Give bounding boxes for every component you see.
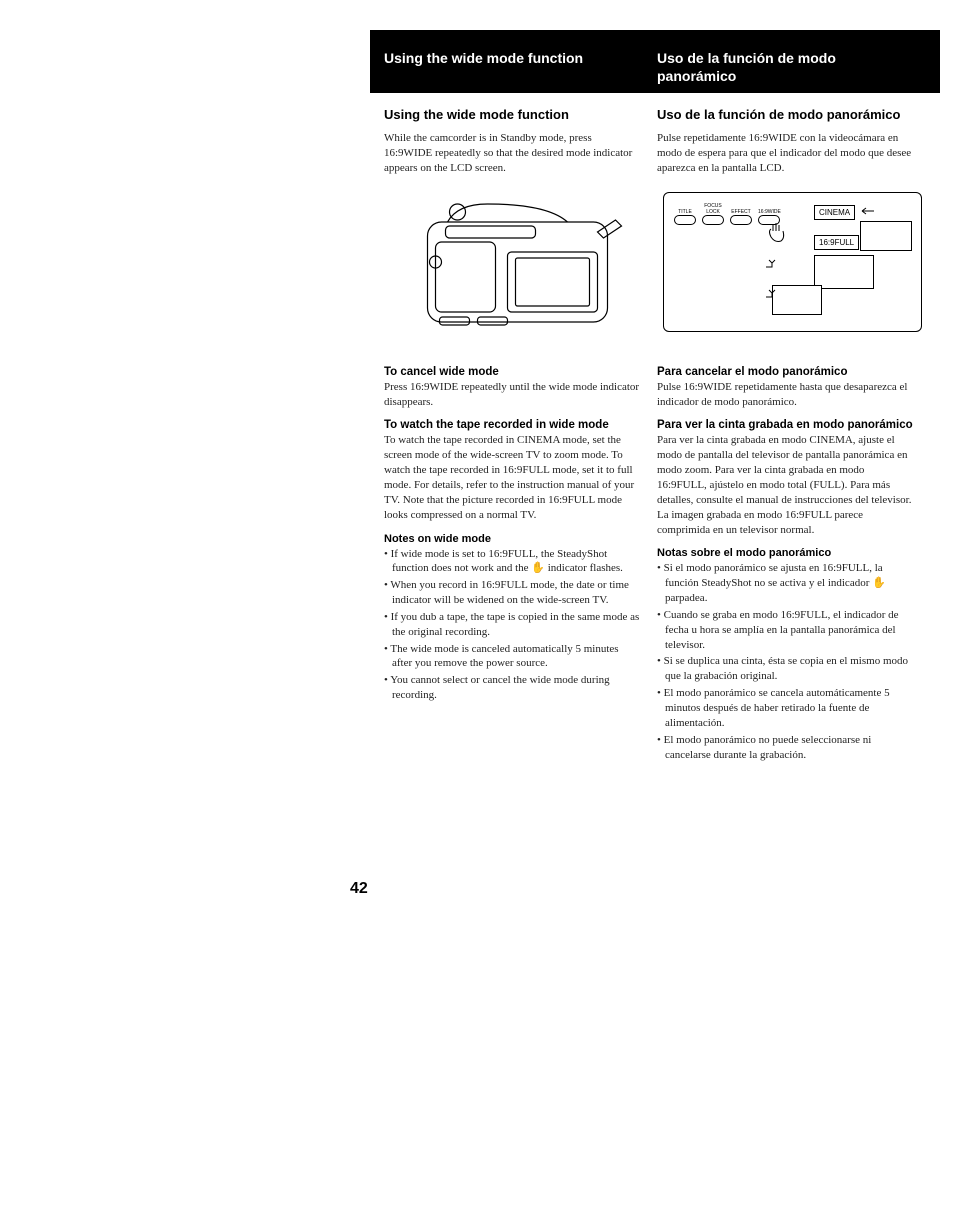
notes-title-en: Notes on wide mode — [384, 533, 641, 545]
cancel-title-en: To cancel wide mode — [384, 366, 641, 378]
cinema-rect — [860, 221, 912, 251]
header-left-col: Using the wide mode function — [384, 50, 657, 85]
manual-page: Using the wide mode function Uso de la f… — [370, 30, 940, 764]
section-title-es: Uso de la función de modo panorámico — [657, 107, 914, 123]
btn-label-wide: 16:9WIDE — [758, 209, 780, 215]
btn-col: EFFECT — [730, 209, 752, 225]
btn-label-title: TITLE — [674, 209, 696, 215]
hand-icon — [766, 221, 786, 245]
page-number: 42 — [350, 880, 368, 898]
note-item: El modo panorámico se cancela automática… — [657, 686, 914, 731]
figure-row: TITLE FOCUS LOCK EFFECT 16:9WIDE — [370, 186, 940, 352]
btn-label-effect: EFFECT — [730, 209, 752, 215]
btn-label-focus: FOCUS LOCK — [702, 203, 724, 215]
watch-title-es: Para ver la cinta grabada en modo panorá… — [657, 419, 914, 431]
oval-button — [730, 215, 752, 225]
body-row: To cancel wide mode Press 16:9WIDE repea… — [370, 352, 940, 765]
button-row: TITLE FOCUS LOCK EFFECT 16:9WIDE — [674, 203, 780, 225]
header-bar: Using the wide mode function Uso de la f… — [370, 30, 940, 93]
right-col-intro: Uso de la función de modo panorámico Pul… — [657, 107, 930, 186]
intro-en: While the camcorder is in Standby mode, … — [384, 131, 641, 176]
cancel-title-es: Para cancelar el modo panorámico — [657, 366, 914, 378]
watch-title-en: To watch the tape recorded in wide mode — [384, 419, 641, 431]
intro-es: Pulse repetidamente 16:9WIDE con la vide… — [657, 131, 914, 176]
cancel-body-en: Press 16:9WIDE repeatedly until the wide… — [384, 380, 641, 410]
left-col-body: To cancel wide mode Press 16:9WIDE repea… — [384, 366, 657, 765]
note-item: If wide mode is set to 16:9FULL, the Ste… — [384, 547, 641, 577]
cinema-label: CINEMA — [814, 205, 855, 220]
diagram-frame: TITLE FOCUS LOCK EFFECT 16:9WIDE — [663, 192, 922, 332]
btn-col: FOCUS LOCK — [702, 203, 724, 225]
notes-list-es: Si el modo panorámico se ajusta en 16:9F… — [657, 561, 914, 762]
cancel-body-es: Pulse 16:9WIDE repetidamente hasta que d… — [657, 380, 914, 410]
camcorder-illustration — [384, 192, 651, 342]
note-item: Cuando se graba en modo 16:9FULL, el ind… — [657, 608, 914, 653]
watch-body-es: Para ver la cinta grabada en modo CINEMA… — [657, 433, 914, 537]
header-title-en: Using the wide mode function — [384, 50, 645, 68]
full-rect-2 — [772, 285, 822, 315]
note-item: Si se duplica una cinta, ésta se copia e… — [657, 654, 914, 684]
notes-list-en: If wide mode is set to 16:9FULL, the Ste… — [384, 547, 641, 703]
note-item: Si el modo panorámico se ajusta en 16:9F… — [657, 561, 914, 606]
mode-diagram: TITLE FOCUS LOCK EFFECT 16:9WIDE — [663, 192, 930, 342]
btn-col: TITLE — [674, 209, 696, 225]
note-item: When you record in 16:9FULL mode, the da… — [384, 578, 641, 608]
note-item: You cannot select or cancel the wide mod… — [384, 673, 641, 703]
right-col-body: Para cancelar el modo panorámico Pulse 1… — [657, 366, 930, 765]
section-title-en: Using the wide mode function — [384, 107, 641, 123]
full-label: 16:9FULL — [814, 235, 859, 250]
camcorder-svg — [384, 192, 651, 342]
header-right-col: Uso de la función de modo panorámico — [657, 50, 930, 85]
notes-title-es: Notas sobre el modo panorámico — [657, 547, 914, 559]
intro-row: Using the wide mode function While the c… — [370, 93, 940, 186]
left-col-intro: Using the wide mode function While the c… — [384, 107, 657, 186]
oval-button — [674, 215, 696, 225]
oval-button — [702, 215, 724, 225]
header-title-es: Uso de la función de modo panorámico — [657, 50, 918, 85]
full-rect-1 — [814, 255, 874, 289]
note-item: The wide mode is canceled automatically … — [384, 642, 641, 672]
note-item: El modo panorámico no puede seleccionars… — [657, 733, 914, 763]
watch-body-en: To watch the tape recorded in CINEMA mod… — [384, 433, 641, 522]
note-item: If you dub a tape, the tape is copied in… — [384, 610, 641, 640]
